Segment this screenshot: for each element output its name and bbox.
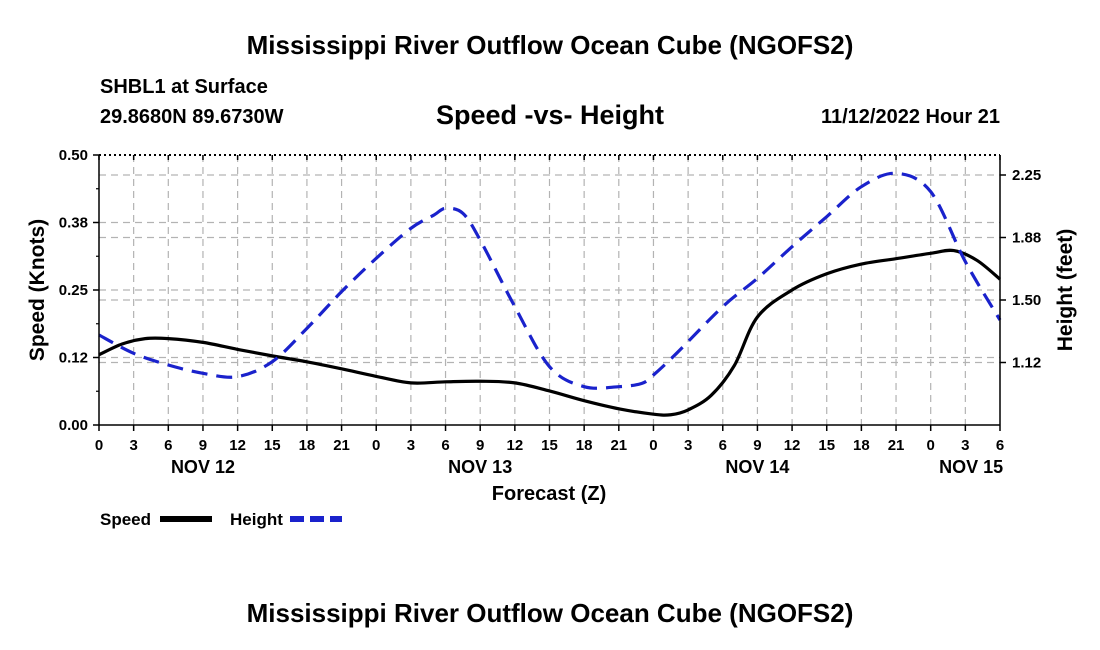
x-tick-label: 0 [95, 437, 103, 454]
x-tick-label: 18 [299, 437, 316, 454]
x-tick-label: 15 [541, 437, 558, 454]
footer-title: Mississippi River Outflow Ocean Cube (NG… [246, 598, 854, 628]
x-tick-label: 6 [996, 437, 1004, 454]
x-tick-label: 9 [753, 437, 761, 454]
x-tick-label: 18 [576, 437, 593, 454]
x-tick-label: 3 [407, 437, 415, 454]
x-day-label: NOV 13 [448, 457, 512, 477]
x-day-label: NOV 12 [171, 457, 235, 477]
y-left-tick-label: 0.00 [59, 417, 88, 434]
x-tick-label: 15 [264, 437, 281, 454]
x-tick-label: 12 [229, 437, 246, 454]
x-tick-label: 6 [719, 437, 727, 454]
x-tick-label: 0 [927, 437, 935, 454]
y-right-tick-label: 1.12 [1012, 355, 1041, 372]
x-tick-label: 6 [164, 437, 172, 454]
main-title: Mississippi River Outflow Ocean Cube (NG… [246, 30, 854, 60]
y-axis-left-label: Speed (Knots) [26, 219, 49, 361]
legend-label-speed: Speed [100, 510, 151, 529]
legend-label-height: Height [230, 510, 283, 529]
legend: Speed Height [100, 510, 342, 529]
y-right-tick-label: 2.25 [1012, 167, 1041, 184]
x-tick-label: 3 [129, 437, 137, 454]
datetime-label: 11/12/2022 Hour 21 [820, 106, 1000, 128]
y-axis-right-label: Height (feet) [1054, 229, 1077, 352]
x-tick-label: 21 [888, 437, 905, 454]
x-tick-label: 3 [961, 437, 969, 454]
x-tick-label: 3 [684, 437, 692, 454]
x-tick-label: 21 [333, 437, 350, 454]
chart-title: Speed -vs- Height [435, 100, 665, 130]
y-left-tick-label: 0.50 [59, 147, 88, 164]
x-tick-label: 0 [372, 437, 380, 454]
y-left-tick-label: 0.25 [59, 282, 88, 299]
x-tick-label: 12 [507, 437, 524, 454]
x-tick-label: 9 [199, 437, 207, 454]
x-tick-label: 15 [818, 437, 835, 454]
x-day-label: NOV 15 [939, 457, 1003, 477]
x-tick-label: 18 [853, 437, 870, 454]
y-left-tick-label: 0.38 [59, 215, 88, 232]
y-right-tick-label: 1.88 [1012, 230, 1041, 247]
x-tick-label: 6 [441, 437, 449, 454]
coordinates-label: 29.8680N 89.6730W [100, 106, 284, 128]
x-tick-label: 21 [610, 437, 627, 454]
series-line-speed [98, 248, 1002, 417]
x-axis-label: Forecast (Z) [492, 483, 606, 505]
station-label: SHBL1 at Surface [100, 76, 268, 98]
x-day-label: NOV 14 [725, 457, 789, 477]
y-left-tick-label: 0.12 [59, 350, 88, 367]
x-tick-label: 9 [476, 437, 484, 454]
x-tick-label: 0 [649, 437, 657, 454]
x-tick-label: 12 [784, 437, 801, 454]
series-line-height [98, 171, 1002, 390]
y-right-tick-label: 1.50 [1012, 292, 1041, 309]
